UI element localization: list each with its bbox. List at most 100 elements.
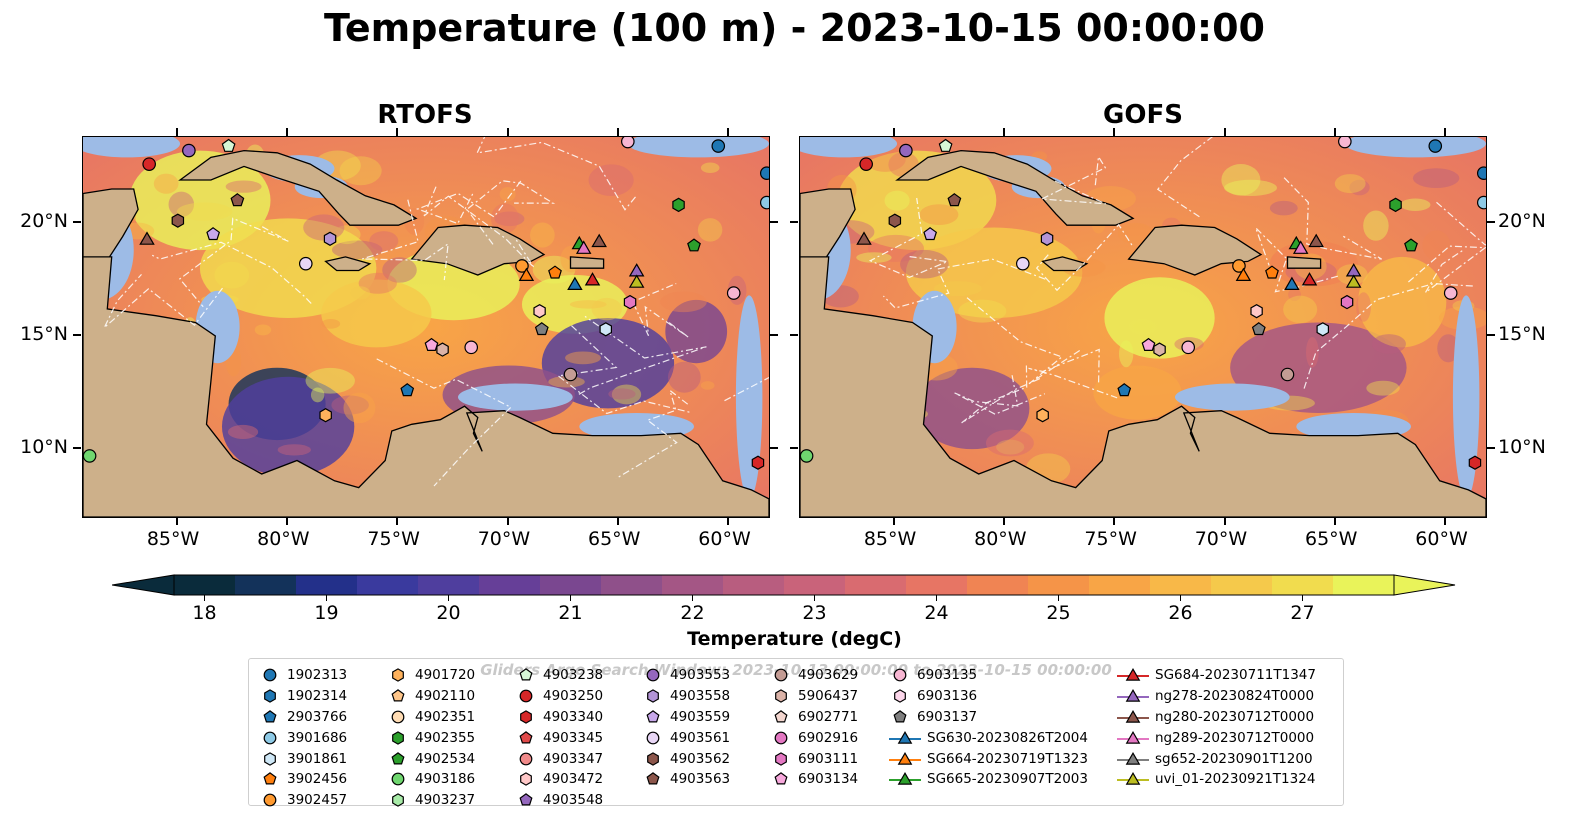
map-marker-1902314 (759, 166, 769, 180)
lon-tick (892, 128, 895, 136)
map-marker-4902534 (687, 238, 701, 252)
legend-item: 4902355 (387, 727, 475, 748)
legend-item: 4903250 (515, 686, 603, 707)
legend-label: 6902916 (798, 729, 859, 746)
legend-label: SG684-20230711T1347 (1155, 667, 1316, 684)
colorbar-tick-label: 24 (924, 602, 949, 624)
lon-tick (892, 517, 895, 525)
colorbar-segment (1333, 575, 1395, 595)
colorbar-max-extend (1393, 574, 1456, 596)
map-marker-4903472 (533, 304, 546, 319)
legend-label: sg652-20230901T1200 (1155, 750, 1313, 767)
legend-label: 4903472 (543, 771, 604, 788)
legend-item: 6903134 (770, 769, 858, 790)
legend-label: 4902534 (415, 750, 476, 767)
map-marker-4903250 (142, 157, 156, 171)
legend-marker-circle (263, 731, 277, 745)
colorbar-segment (235, 575, 297, 595)
map-marker-4902355 (1389, 197, 1402, 213)
map-marker-6902916 (1443, 286, 1458, 300)
map-marker-ng289-20230712T0000 (1292, 240, 1309, 254)
legend-marker-hexagon (264, 751, 276, 766)
map-marker-6903137 (534, 322, 549, 336)
map-marker-4903238 (221, 138, 236, 152)
legend-marker-hexagon (647, 689, 659, 703)
legend-marker-triangle (1117, 751, 1149, 765)
legend-label: 4903563 (670, 771, 731, 788)
colorbar-tick (569, 595, 571, 601)
map-marker-4901720 (1036, 408, 1049, 423)
lon-tick (1444, 517, 1447, 525)
map-marker-SG630-20230826T2004 (1284, 276, 1300, 290)
lon-tick (1223, 128, 1226, 136)
legend-item: 4903548 (515, 790, 603, 811)
legend-marker-hexagon (775, 689, 787, 703)
lat-tick (73, 220, 81, 223)
colorbar-tick (447, 595, 449, 601)
map-marker-ng280-20230712T0000 (139, 231, 155, 245)
legend-item: 4903629 (770, 665, 858, 686)
legend-marker-hexagon (647, 751, 659, 766)
legend-item: SG684-20230711T1347 (1117, 665, 1316, 686)
legend-label: 6902771 (798, 708, 859, 725)
colorbar-min-extend (112, 574, 175, 596)
map-marker-ng280b (1308, 233, 1324, 248)
colorbar-segment (1028, 575, 1090, 595)
legend-column: 4903629 5906437 6902771 6902916 6903111 69031… (770, 665, 858, 790)
legend-item: 6902771 (770, 707, 858, 728)
map-marker-4903561 (1015, 256, 1030, 271)
lon-tick (396, 517, 399, 525)
legend-item: 4903345 (515, 727, 603, 748)
legend-label: 6903137 (917, 708, 978, 725)
colorbar-tick-label: 27 (1290, 602, 1315, 624)
legend-marker-pentagon (519, 730, 533, 744)
map-marker-6903134 (424, 337, 439, 351)
legend-label: 4903558 (670, 688, 731, 705)
legend-marker-circle (646, 668, 660, 682)
lat-tick (770, 220, 778, 223)
lon-label: 75°W (1084, 528, 1137, 550)
colorbar-tick (1179, 595, 1181, 601)
lon-label: 65°W (1305, 528, 1358, 550)
legend-marker-circle (391, 710, 405, 724)
lon-tick (1334, 517, 1336, 525)
lon-tick (175, 517, 178, 525)
legend-marker-circle (263, 793, 277, 807)
map-marker-2903766 (1117, 383, 1132, 397)
map-marker-4901720 (319, 408, 332, 423)
map-rtofs (82, 136, 770, 518)
legend-item: 5906437 (770, 686, 858, 707)
colorbar-tick (935, 595, 937, 601)
lon-tick (175, 128, 178, 136)
legend-label: 4903561 (670, 729, 731, 746)
lon-tick (286, 517, 289, 525)
map-marker-4903472 (1250, 304, 1263, 319)
lat-tick (790, 334, 798, 337)
map-marker-6903111 (623, 294, 637, 310)
legend-column: 4903238 4903250 4903340 4903345 4903347 49034… (515, 665, 603, 811)
legend-item: 4903347 (515, 748, 603, 769)
map-marker-3902457 (1232, 259, 1246, 273)
legend-marker-hexagon (894, 689, 906, 703)
legend-marker-hexagon (392, 668, 404, 683)
legend-marker-circle (774, 731, 788, 745)
legend-marker-hexagon (264, 689, 276, 703)
legend-label: 4903559 (670, 708, 731, 725)
legend-marker-hexagon (392, 730, 404, 745)
lat-tick (73, 334, 81, 337)
colorbar (112, 574, 1456, 596)
map-marker-SG664-20230719T1323 (1235, 267, 1252, 281)
legend-label: 3902456 (287, 771, 348, 788)
legend-marker-circle (893, 668, 907, 682)
map-marker-4903340 (1468, 455, 1482, 470)
legend-label: 6903136 (917, 688, 978, 705)
map-marker-6903137 (1251, 322, 1266, 336)
lon-label: 85°W (146, 528, 200, 550)
legend-marker-triangle (1117, 709, 1149, 723)
legend-column: 4903553 4903558 4903559 4903561 4903562 49035… (642, 665, 730, 790)
map-marker-4903559 (923, 227, 938, 241)
colorbar-tick (813, 595, 815, 601)
legend-item: 3901686 (259, 727, 347, 748)
legend-label: ng289-20230712T0000 (1155, 729, 1315, 746)
panel-title-rtofs: RTOFS (377, 100, 473, 130)
